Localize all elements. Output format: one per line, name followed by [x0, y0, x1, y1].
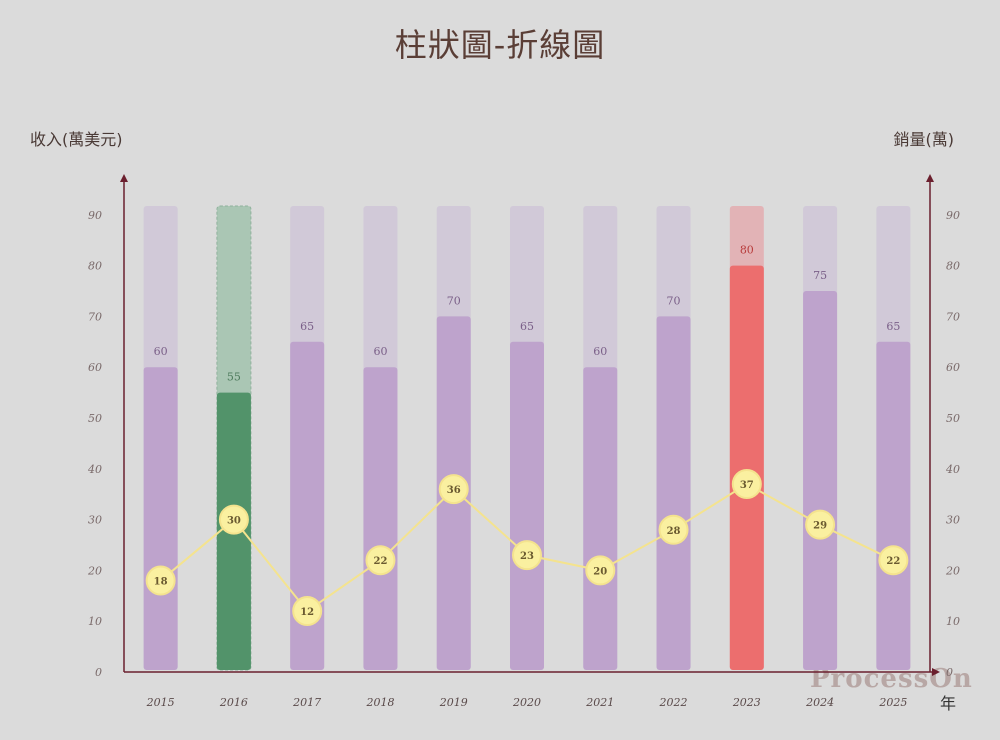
y-tick-label-left: 20 — [87, 564, 102, 577]
y-tick-label-right: 90 — [946, 209, 960, 222]
line-point-label: 23 — [520, 551, 534, 562]
y-tick-label-right: 20 — [945, 564, 960, 577]
line-point — [658, 514, 689, 545]
y-tick-label-left: 0 — [95, 666, 102, 679]
y-tick-label-right: 40 — [945, 463, 960, 476]
bar — [656, 316, 691, 670]
line-point — [145, 565, 176, 596]
line-point-label: 36 — [447, 485, 461, 496]
y-tick-label-right: 80 — [946, 260, 960, 273]
y-tick-label-left: 70 — [88, 310, 102, 323]
y-tick-label-right: 50 — [946, 412, 960, 425]
y-tick-label-left: 80 — [88, 260, 102, 273]
y-tick-label-left: 30 — [88, 514, 102, 527]
x-tick-label: 2022 — [659, 696, 688, 709]
x-tick-label: 2025 — [878, 696, 907, 709]
line-point-label: 22 — [886, 556, 900, 567]
line-point-label: 37 — [740, 480, 754, 491]
line-point — [878, 545, 909, 576]
line-point — [731, 469, 762, 500]
line-point-label: 12 — [300, 607, 314, 618]
y-tick-label-left: 10 — [88, 615, 102, 628]
x-tick-label: 2020 — [512, 696, 541, 709]
bar-value-label: 80 — [740, 244, 754, 257]
bar — [729, 265, 764, 670]
bar-value-label: 70 — [667, 294, 681, 307]
x-tick-label: 2017 — [292, 696, 321, 709]
y-axis-left-arrow — [120, 174, 128, 182]
bar — [143, 367, 178, 670]
y-tick-label-right: 60 — [946, 361, 960, 374]
x-tick-label: 2019 — [439, 696, 468, 709]
x-axis-label: 年 — [940, 694, 957, 713]
line-point — [512, 540, 542, 571]
line-point-label: 30 — [227, 516, 241, 527]
line-point — [292, 596, 323, 627]
x-tick-label: 2018 — [365, 696, 394, 709]
line-point-label: 22 — [373, 556, 387, 567]
bar — [876, 341, 911, 670]
bar-value-label: 65 — [886, 320, 900, 333]
bar-value-label: 60 — [373, 345, 387, 358]
line-point — [585, 555, 616, 586]
y-tick-label-right: 10 — [946, 615, 960, 628]
line-point-label: 28 — [667, 526, 681, 537]
bar-value-label: 65 — [520, 320, 534, 333]
bar-value-label: 60 — [154, 345, 168, 358]
line-point-label: 18 — [154, 577, 168, 588]
y-tick-label-left: 40 — [87, 463, 102, 476]
x-tick-label: 2024 — [805, 696, 834, 709]
line-point — [365, 545, 396, 576]
bar — [510, 341, 544, 670]
bar-value-label: 70 — [447, 294, 461, 307]
y-tick-label-left: 90 — [88, 209, 102, 222]
line-point — [218, 504, 249, 535]
bar-value-label: 60 — [593, 345, 607, 358]
line-point-label: 29 — [813, 521, 827, 532]
x-tick-label: 2021 — [585, 696, 614, 709]
y-axis-right-arrow — [926, 174, 934, 182]
y-tick-label-left: 50 — [88, 412, 102, 425]
y-tick-label-right: 30 — [946, 514, 960, 527]
line-point-label: 20 — [593, 566, 607, 577]
y-tick-label-left: 60 — [88, 361, 102, 374]
x-tick-label: 2016 — [219, 696, 248, 709]
bar — [363, 367, 398, 670]
x-axis-arrow — [932, 668, 940, 676]
bar — [803, 291, 838, 670]
bar — [290, 341, 325, 670]
y-axis-label-left: 收入(萬美元) — [30, 130, 123, 149]
bar-value-label: 65 — [300, 320, 314, 333]
bar — [583, 367, 618, 670]
x-tick-label: 2023 — [732, 696, 761, 709]
line-point — [805, 509, 836, 540]
y-tick-label-right: 70 — [946, 310, 960, 323]
line-point — [438, 474, 469, 505]
x-tick-label: 2015 — [146, 696, 175, 709]
chart-title: 柱狀圖-折線圖 — [394, 26, 606, 64]
y-axis-label-right: 銷量(萬) — [893, 130, 955, 149]
y-tick-label-right: 0 — [946, 666, 953, 679]
bar-value-label: 75 — [813, 269, 827, 282]
bar-value-label: 55 — [227, 371, 241, 384]
